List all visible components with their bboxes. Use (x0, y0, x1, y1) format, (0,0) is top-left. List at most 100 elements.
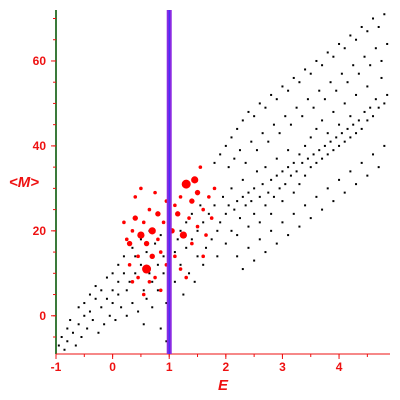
data-point-black (289, 174, 292, 177)
data-point-black (366, 119, 369, 122)
data-point-black (105, 276, 108, 279)
data-point-black (199, 204, 202, 207)
data-point-black (69, 319, 72, 322)
data-point-red (139, 186, 143, 191)
data-point-black (270, 93, 273, 96)
data-point-black (210, 238, 213, 241)
data-point-black (154, 242, 157, 245)
data-point-black (241, 195, 244, 198)
data-point-black (275, 174, 278, 177)
data-point-black (264, 106, 267, 109)
data-point-black (247, 246, 250, 249)
data-point-black (190, 212, 193, 215)
data-point-red (207, 195, 211, 199)
data-point-black (207, 212, 210, 215)
data-point-black (114, 319, 117, 322)
data-point-black (386, 93, 389, 96)
data-point-black (301, 161, 304, 164)
data-point-black (352, 64, 355, 67)
data-point-black (142, 289, 145, 292)
data-point-black (292, 191, 295, 194)
data-point-black (357, 72, 360, 75)
data-point-black (340, 132, 343, 135)
data-point-red (204, 233, 208, 237)
data-point-red (181, 179, 191, 189)
data-point-black (270, 178, 273, 181)
data-point-black (304, 68, 307, 71)
data-point-black (103, 323, 106, 326)
data-point-black (264, 251, 267, 254)
data-point-black (338, 178, 341, 181)
data-point-black (360, 161, 363, 164)
data-point-black (244, 161, 247, 164)
data-point-black (380, 59, 383, 62)
data-point-red (198, 165, 203, 169)
data-point-black (343, 191, 346, 194)
data-point-black (117, 263, 120, 266)
data-point-black (94, 297, 97, 300)
data-point-black (258, 221, 261, 224)
data-point-black (233, 208, 236, 211)
data-point-black (117, 293, 120, 296)
data-point-black (196, 229, 199, 232)
data-point-black (236, 200, 239, 203)
data-point-black (88, 293, 91, 296)
data-point-black (97, 331, 100, 334)
data-point-black (80, 336, 83, 339)
data-point-black (244, 204, 247, 207)
data-point-black (332, 149, 335, 152)
data-point-black (270, 229, 273, 232)
data-point-red (212, 186, 217, 191)
y-tick-label: 60 (33, 54, 47, 68)
data-point-black (355, 132, 358, 135)
data-point-black (100, 306, 103, 309)
data-point-red (143, 240, 150, 247)
data-point-black (306, 98, 309, 101)
data-point-black (159, 234, 162, 237)
data-point-black (304, 174, 307, 177)
data-point-black (216, 255, 219, 258)
data-point-red (161, 220, 166, 225)
data-point-black (352, 123, 355, 126)
data-point-black (258, 102, 261, 105)
data-point-black (134, 272, 137, 275)
data-point-red (149, 253, 155, 260)
data-point-black (338, 123, 341, 126)
data-point-red (153, 190, 157, 195)
data-point-black (185, 246, 188, 249)
data-point-red (156, 237, 160, 242)
data-point-black (91, 319, 94, 322)
x-tick-label: 3 (279, 360, 286, 374)
data-point-red (209, 216, 214, 220)
data-point-black (349, 136, 352, 139)
data-point-black (86, 327, 89, 330)
data-point-black (309, 217, 312, 220)
data-point-red (148, 227, 156, 235)
data-point-black (77, 306, 80, 309)
data-point-red (201, 254, 205, 259)
data-point-black (272, 123, 275, 126)
y-tick-label: 0 (39, 309, 46, 323)
data-point-red (127, 263, 132, 267)
data-point-black (179, 263, 182, 266)
data-point-black (329, 140, 332, 143)
data-point-black (346, 127, 349, 130)
data-point-red (122, 220, 126, 225)
data-point-black (247, 191, 250, 194)
data-point-black (284, 115, 287, 118)
data-point-black (326, 153, 329, 156)
data-point-black (125, 289, 128, 292)
data-point-black (205, 246, 208, 249)
data-point-black (230, 229, 233, 232)
data-point-black (193, 280, 196, 283)
data-point-black (247, 110, 250, 113)
data-point-black (71, 331, 74, 334)
data-point-black (309, 166, 312, 169)
data-point-black (250, 140, 253, 143)
data-point-black (219, 153, 222, 156)
data-point-red (137, 231, 145, 239)
data-point-black (213, 161, 216, 164)
data-point-black (236, 127, 239, 130)
data-point-black (281, 221, 284, 224)
